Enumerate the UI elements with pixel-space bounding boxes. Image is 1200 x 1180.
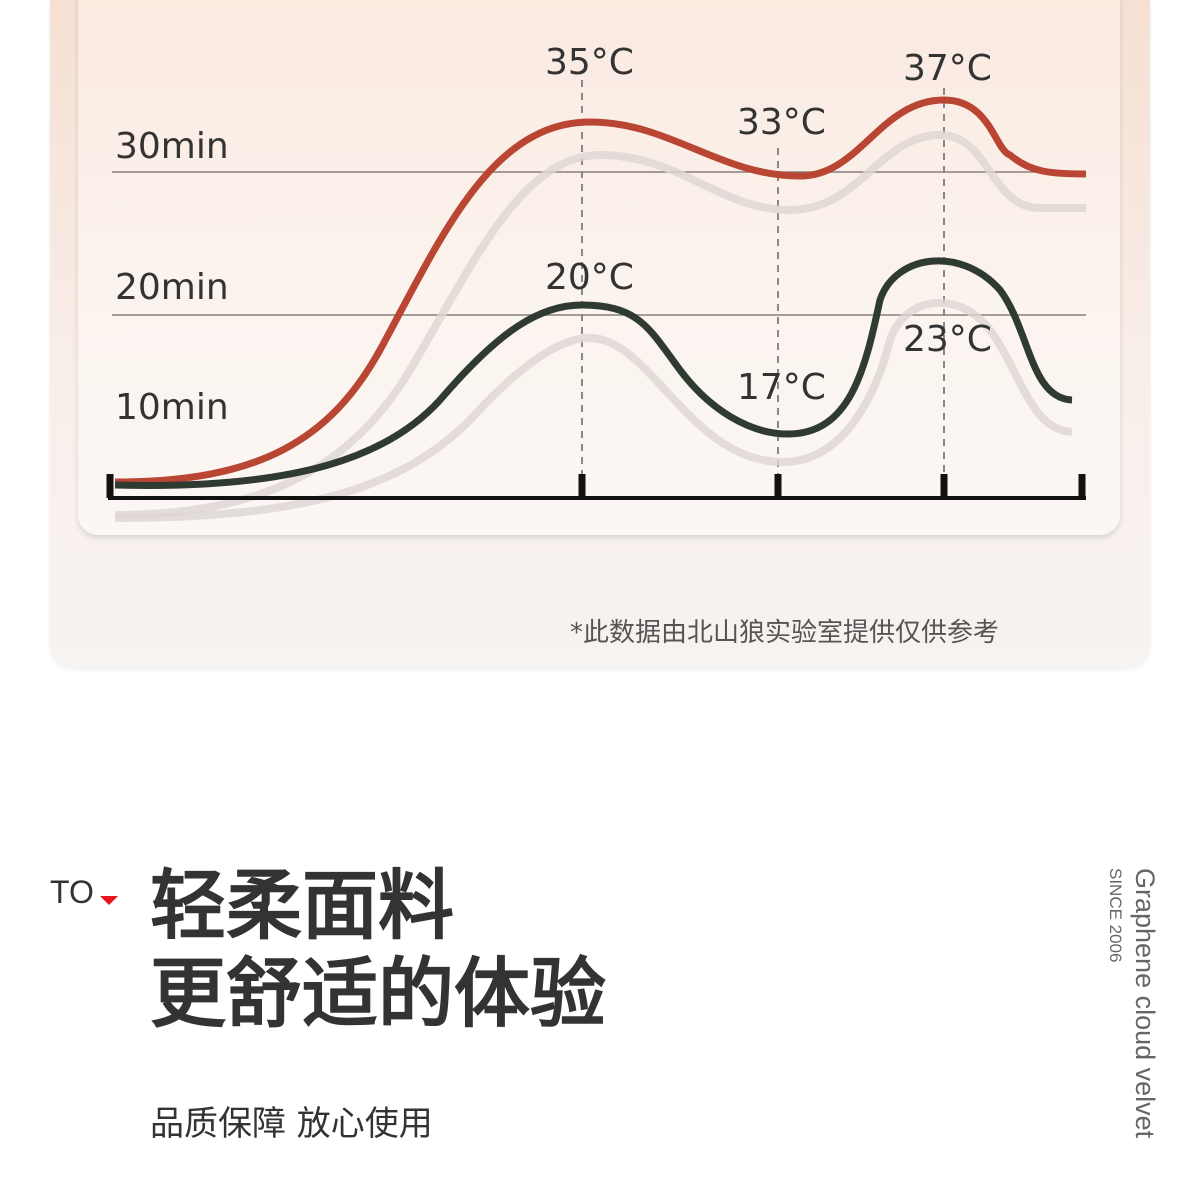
brand-vertical: Graphene cloud velvet SINCE 2006 [1105, 868, 1160, 1180]
to-label: TO [50, 874, 94, 910]
annotation-33c: 33°C [737, 102, 826, 143]
green-curve [114, 257, 1073, 489]
chart-card [78, 0, 1120, 535]
brand-english: Graphene cloud velvet [1130, 868, 1160, 1139]
ylabel-20min: 20min [115, 267, 229, 308]
title-line-1: 轻柔面料 [150, 861, 454, 950]
red-curve-shadow [114, 130, 1086, 519]
annotation-37c: 37°C [903, 48, 992, 89]
title-line-2: 更舒适的体验 [150, 949, 606, 1038]
green-curve-shadow [114, 298, 1073, 522]
ylabel-30min: 30min [115, 126, 229, 167]
annotation-20c: 20°C [545, 257, 634, 298]
section-subtitle: 品质保障 放心使用 [150, 1104, 433, 1144]
annotation-23c: 23°C [903, 319, 992, 360]
annotation-17c: 17°C [737, 367, 826, 408]
triangle-down-icon [100, 896, 118, 905]
section-title: 轻柔面料 更舒适的体验 [150, 862, 606, 1038]
data-disclaimer: *此数据由北山狼实验室提供仅供参考 [570, 618, 1000, 648]
red-curve [114, 96, 1087, 486]
ylabel-10min: 10min [115, 387, 229, 428]
temperature-chart: 30min 20min 10min 35°C 33°C 37°C 20°C 17… [106, 42, 1087, 522]
since-label: SINCE 2006 [1106, 868, 1125, 963]
annotation-35c: 35°C [545, 42, 634, 83]
